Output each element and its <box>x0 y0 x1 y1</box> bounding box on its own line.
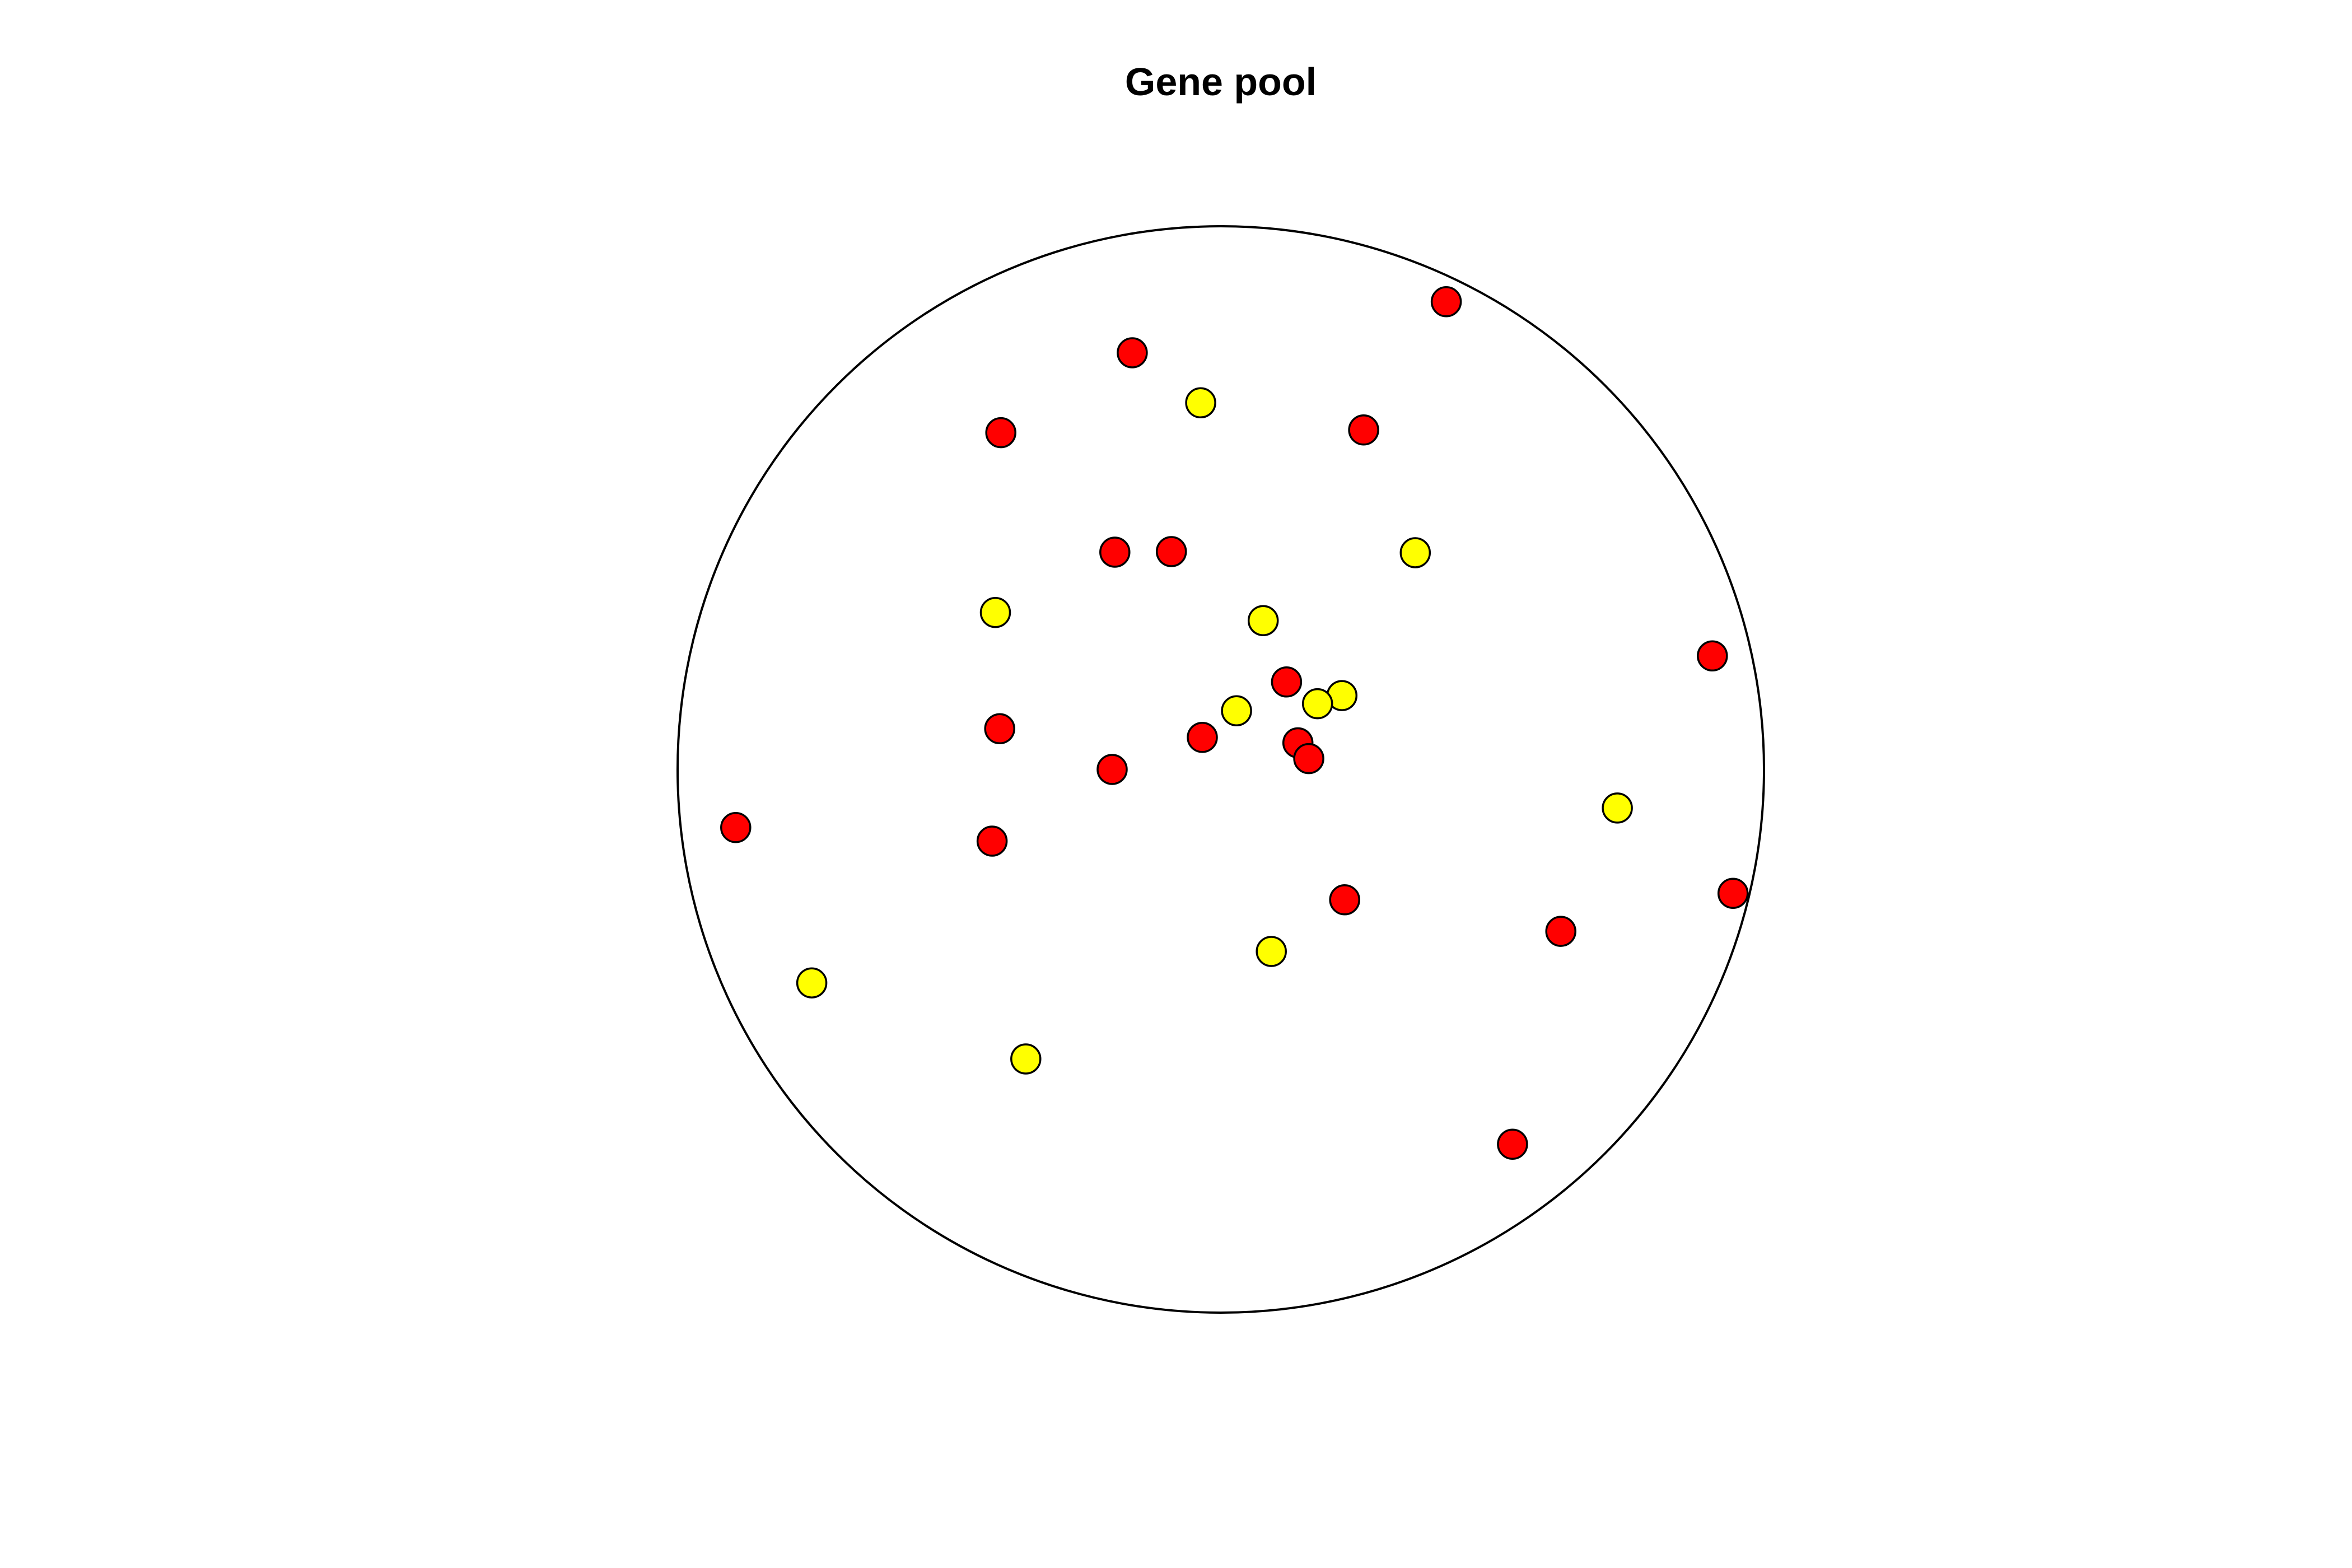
allele-points <box>720 286 1749 1160</box>
allele-point-s1-8 <box>1256 936 1287 967</box>
allele-point-s0-0 <box>1430 286 1462 318</box>
allele-point-s0-13 <box>720 812 752 843</box>
allele-point-s0-2 <box>985 417 1016 449</box>
allele-point-s1-1 <box>1399 537 1431 568</box>
allele-point-s1-7 <box>1602 792 1633 824</box>
chart-title: Gene pool <box>1125 60 1317 104</box>
allele-point-s0-7 <box>1271 666 1303 698</box>
allele-point-s0-17 <box>1545 916 1576 947</box>
allele-point-s1-3 <box>1247 605 1279 636</box>
allele-point-s0-11 <box>1293 743 1324 774</box>
allele-point-s0-15 <box>1717 878 1749 909</box>
allele-point-s1-0 <box>1185 387 1216 419</box>
allele-point-s1-10 <box>1010 1043 1042 1075</box>
allele-point-s0-4 <box>1099 536 1131 568</box>
allele-point-s0-3 <box>1348 414 1379 446</box>
allele-point-s0-16 <box>1329 884 1360 916</box>
allele-point-s0-5 <box>1155 536 1187 567</box>
allele-point-s0-6 <box>1697 640 1728 672</box>
allele-point-s1-6 <box>1221 695 1252 726</box>
allele-point-s0-14 <box>976 825 1008 857</box>
allele-point-s1-9 <box>796 967 828 998</box>
gene-pool-boundary <box>676 225 1765 1314</box>
allele-point-s1-2 <box>979 596 1011 628</box>
allele-point-s0-18 <box>1497 1128 1528 1160</box>
allele-point-s0-8 <box>984 713 1015 745</box>
allele-point-s0-1 <box>1117 337 1148 368</box>
allele-point-s0-9 <box>1187 722 1218 753</box>
allele-point-s0-12 <box>1096 754 1128 785</box>
allele-point-s1-5 <box>1301 688 1333 720</box>
